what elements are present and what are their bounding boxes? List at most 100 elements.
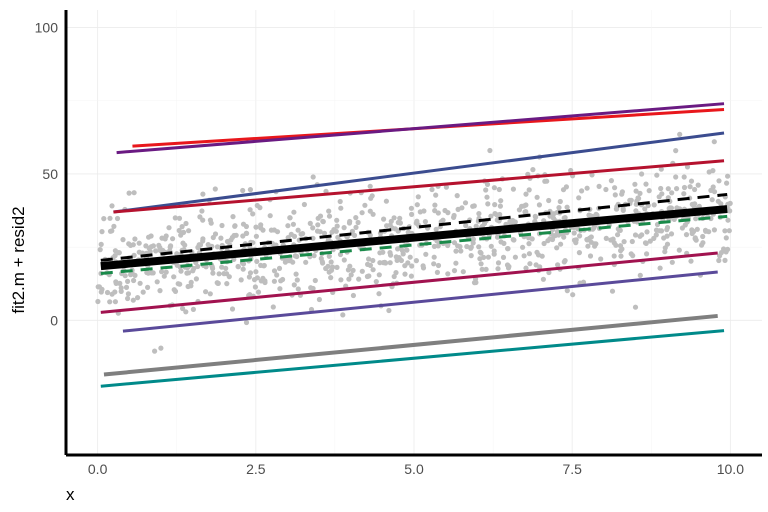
data-point: [276, 265, 283, 271]
data-point: [356, 276, 362, 282]
x-tick-label: 2.5: [246, 461, 266, 477]
data-point: [546, 197, 552, 204]
data-point: [677, 131, 683, 137]
data-point: [588, 239, 594, 245]
data-point: [277, 286, 283, 292]
data-point: [662, 249, 668, 255]
data-point: [681, 184, 688, 191]
data-point: [291, 282, 297, 288]
data-point: [470, 236, 476, 242]
data-point: [587, 253, 594, 259]
data-point: [526, 251, 533, 257]
data-point: [617, 243, 624, 249]
data-point: [633, 188, 639, 194]
data-point: [657, 265, 663, 271]
data-point: [421, 208, 427, 214]
y-axis-title: fit2.m + resid2: [9, 206, 28, 313]
data-point: [123, 284, 130, 290]
y-tick-label: 50: [42, 166, 58, 182]
data-point: [244, 230, 250, 236]
data-point: [148, 233, 154, 239]
data-point: [554, 229, 561, 235]
data-point: [521, 253, 527, 259]
data-point: [230, 214, 236, 220]
data-point: [366, 256, 372, 262]
data-point: [196, 242, 202, 248]
data-point: [434, 238, 440, 244]
data-point: [274, 229, 281, 235]
data-point: [402, 271, 408, 277]
data-point: [613, 242, 619, 248]
data-point: [458, 248, 464, 254]
data-point: [131, 252, 137, 258]
data-point: [674, 186, 680, 192]
data-point: [118, 288, 124, 294]
data-point: [253, 269, 259, 275]
data-point: [246, 274, 252, 280]
data-point: [120, 237, 126, 243]
data-point: [485, 254, 491, 260]
data-point: [397, 215, 403, 221]
data-point: [255, 289, 262, 295]
data-point: [376, 272, 382, 278]
data-point: [725, 217, 731, 223]
data-point: [440, 217, 446, 223]
fit-line-7: [100, 214, 728, 275]
data-point: [368, 195, 374, 201]
data-point: [285, 235, 291, 241]
data-point: [668, 231, 675, 237]
data-point: [420, 265, 427, 271]
data-point: [200, 238, 206, 244]
data-point: [393, 270, 399, 276]
data-point: [533, 214, 539, 220]
data-point: [182, 242, 188, 248]
data-point: [271, 268, 278, 274]
data-point: [334, 223, 340, 229]
data-point: [492, 202, 498, 208]
data-point: [283, 257, 289, 263]
data-point: [295, 227, 301, 233]
data-point: [210, 270, 216, 276]
data-point: [453, 260, 459, 266]
data-point: [251, 277, 258, 283]
data-point: [195, 263, 201, 270]
data-point: [367, 183, 373, 189]
data-point: [126, 190, 132, 196]
data-point: [496, 186, 502, 193]
data-point: [561, 215, 567, 221]
data-point: [451, 212, 457, 219]
data-point: [140, 289, 146, 295]
data-point: [479, 266, 485, 272]
data-point: [654, 172, 660, 178]
data-point: [107, 215, 113, 221]
data-point: [367, 232, 373, 238]
data-point: [162, 236, 168, 242]
data-point: [639, 232, 645, 238]
data-point: [150, 270, 156, 276]
data-point: [253, 233, 259, 239]
data-point: [348, 272, 354, 278]
data-point: [359, 268, 365, 274]
data-point: [408, 205, 414, 211]
data-point: [111, 223, 117, 229]
data-point: [171, 274, 177, 280]
data-point: [197, 214, 203, 220]
data-point: [579, 188, 585, 194]
data-point: [711, 139, 717, 145]
data-point: [233, 232, 239, 238]
data-point: [104, 289, 111, 296]
data-point: [596, 183, 602, 189]
data-point: [228, 237, 234, 243]
data-point: [603, 186, 609, 193]
data-point: [639, 171, 645, 177]
data-point: [232, 223, 238, 229]
data-point: [351, 232, 358, 238]
data-point: [589, 172, 595, 178]
y-tick-label: 100: [35, 20, 59, 36]
data-point: [114, 215, 121, 222]
data-point: [445, 271, 451, 277]
data-point: [130, 297, 136, 303]
data-point: [727, 200, 733, 206]
data-point: [556, 205, 562, 211]
data-point: [506, 263, 512, 270]
